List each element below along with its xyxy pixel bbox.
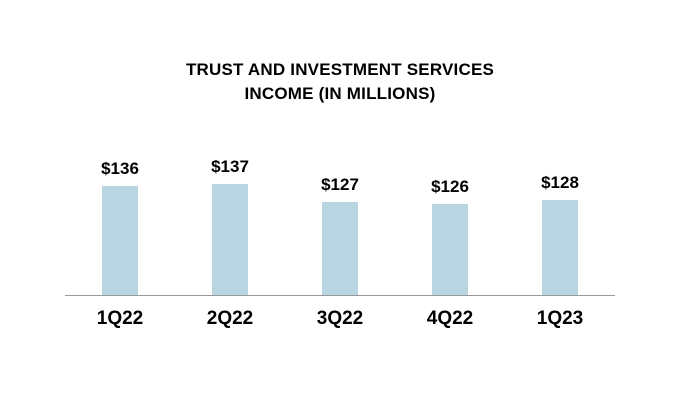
bar-column: $137: [185, 157, 275, 295]
bar-column: $136: [75, 159, 165, 295]
bar: [212, 184, 248, 295]
chart-title-line2: INCOME (IN MILLIONS): [244, 84, 436, 103]
value-label: $128: [541, 173, 579, 192]
x-axis-line: [65, 295, 615, 296]
chart-title: TRUST AND INVESTMENT SERVICES INCOME (IN…: [0, 0, 680, 106]
bar-column: $128: [515, 173, 605, 295]
value-label: $127: [321, 175, 359, 194]
value-label: $136: [101, 159, 139, 178]
bar: [432, 204, 468, 295]
x-axis-label: 1Q23: [536, 308, 584, 329]
bar-column: $126: [405, 177, 495, 295]
x-axis-labels: 1Q22 2Q22 3Q22 4Q22 1Q23: [75, 308, 605, 330]
x-axis-label: 3Q22: [316, 308, 364, 329]
x-axis-label: 2Q22: [206, 308, 254, 329]
bar: [322, 202, 358, 295]
value-label: $137: [211, 157, 249, 176]
bar-column: $127: [295, 175, 385, 295]
bar: [542, 200, 578, 295]
plot-area: $136 $137 $127 $126 $128: [75, 106, 605, 295]
chart-title-line1: TRUST AND INVESTMENT SERVICES: [185, 60, 495, 79]
bar: [102, 186, 138, 295]
x-axis-label: 1Q22: [96, 308, 144, 329]
x-axis-label: 4Q22: [426, 308, 474, 329]
value-label: $126: [431, 177, 469, 196]
